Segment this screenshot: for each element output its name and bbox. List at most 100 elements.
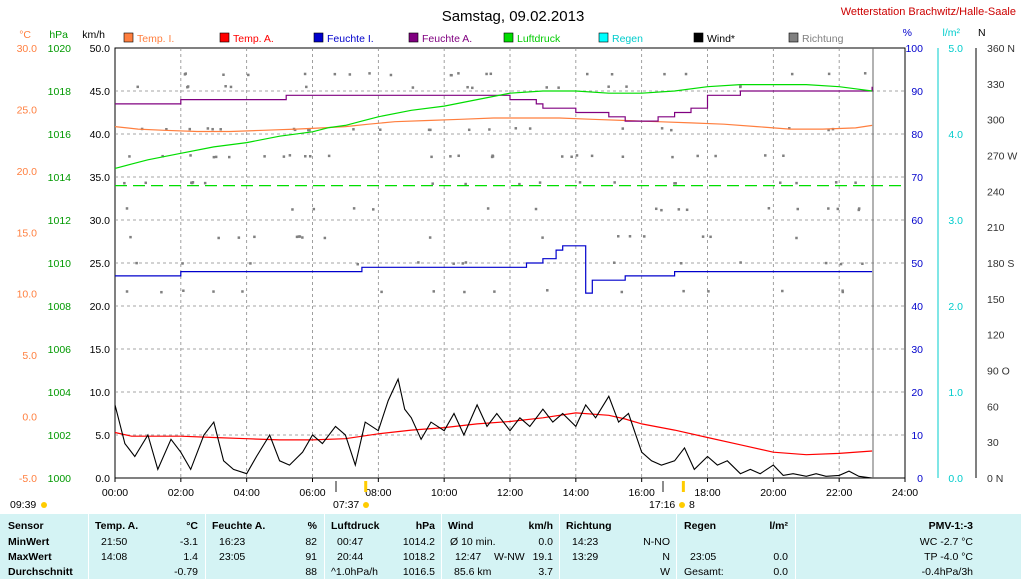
direction-point xyxy=(428,236,432,239)
station-name: Wetterstation Brachwitz/Halle-Saale xyxy=(841,6,1016,18)
direction-point xyxy=(701,235,705,238)
min-label: MinWert xyxy=(8,536,50,548)
direction-point xyxy=(411,86,415,89)
avg-label: Durchschnitt xyxy=(8,566,73,578)
legend-swatch xyxy=(598,32,609,43)
direction-point xyxy=(788,127,791,130)
direction-point xyxy=(857,207,861,210)
direction-point xyxy=(782,154,785,157)
direction-point xyxy=(545,86,548,89)
direction-point xyxy=(282,155,286,158)
legend-swatch xyxy=(219,32,230,43)
direction-point xyxy=(613,181,616,184)
tick-label: 240 xyxy=(987,186,1005,198)
x-tick-label: 20:00 xyxy=(760,487,786,499)
direction-point xyxy=(214,155,218,159)
direction-point xyxy=(356,262,359,266)
avg-press-trend: ^1.0hPa/h xyxy=(331,566,378,578)
direction-point xyxy=(796,207,800,211)
tick-label: 4.0 xyxy=(948,129,963,141)
direction-point xyxy=(389,73,393,77)
direction-point xyxy=(714,154,717,158)
direction-point xyxy=(165,127,168,131)
header-luftdruck: Luftdruck xyxy=(331,520,380,532)
direction-point xyxy=(464,261,468,264)
tick-label: 35.0 xyxy=(90,172,111,184)
tick-label: 90 xyxy=(911,86,923,98)
x-tick-label: 02:00 xyxy=(168,487,194,499)
max-dir-value: N xyxy=(662,551,670,563)
max-wind-time: 12:47 xyxy=(455,551,482,563)
tick-label: 210 xyxy=(987,222,1005,234)
direction-point xyxy=(485,72,488,76)
direction-point xyxy=(466,85,469,89)
series-luftdruck xyxy=(114,84,873,169)
series-feuchte-i xyxy=(115,245,873,294)
tick-label: 30 xyxy=(987,437,999,449)
direction-point xyxy=(263,155,266,158)
series-temp-a xyxy=(114,412,873,456)
direction-point xyxy=(682,289,685,293)
direction-point xyxy=(841,290,845,294)
header-temp-a-unit: °C xyxy=(186,520,198,532)
direction-point xyxy=(824,261,828,265)
direction-point xyxy=(190,181,193,184)
direction-point xyxy=(247,73,250,77)
header-luftdruck-unit: hPa xyxy=(415,520,435,532)
tick-label: 45.0 xyxy=(90,86,111,98)
direction-point xyxy=(839,262,843,266)
direction-point xyxy=(471,86,474,90)
direction-point xyxy=(643,235,646,238)
avg-wind-km: 85.6 km xyxy=(454,566,492,578)
day-length-label: 8 xyxy=(689,499,695,511)
direction-point xyxy=(449,73,453,77)
legend-swatch xyxy=(408,32,419,43)
unit-pressure: hPa xyxy=(49,29,68,41)
direction-point xyxy=(795,236,798,240)
header-sensor: Sensor xyxy=(8,520,44,532)
direction-point xyxy=(767,207,771,210)
header-regen-unit: l/m² xyxy=(769,520,788,532)
direction-point xyxy=(457,72,460,75)
direction-point xyxy=(538,181,542,184)
direction-point xyxy=(301,236,304,239)
direction-point xyxy=(625,85,628,88)
direction-point xyxy=(224,85,227,88)
x-tick-label: 12:00 xyxy=(497,487,523,499)
tick-label: 30.0 xyxy=(17,43,38,55)
direction-point xyxy=(237,236,241,239)
tick-label: 5.0 xyxy=(95,430,110,442)
direction-point xyxy=(685,208,689,212)
tick-label: 1008 xyxy=(48,301,72,313)
tick-label: 80 xyxy=(911,129,923,141)
sunrise-label: 07:37 xyxy=(333,499,359,511)
direction-point xyxy=(219,128,222,131)
direction-point xyxy=(827,128,830,132)
x-tick-label: 00:00 xyxy=(102,487,128,499)
direction-point xyxy=(491,155,495,158)
tick-label: 15.0 xyxy=(90,344,111,356)
direction-point xyxy=(161,154,164,158)
min-wind-value: 0.0 xyxy=(538,536,553,548)
legend-label: Feuchte A. xyxy=(422,33,472,45)
direction-point xyxy=(212,155,216,159)
x-tick-label: 14:00 xyxy=(563,487,589,499)
direction-point xyxy=(348,73,352,76)
header-pmv: PMV-1:-3 xyxy=(928,520,973,532)
direction-point xyxy=(323,236,327,240)
sunset-label: 17:16 xyxy=(649,499,675,511)
min-pmv: WC -2.7 °C xyxy=(919,536,973,548)
weather-chart: Samstag, 09.02.2013 Wetterstation Brachw… xyxy=(10,6,1017,511)
direction-point xyxy=(827,72,831,76)
direction-point xyxy=(227,155,231,159)
direction-point xyxy=(795,181,798,185)
direction-point xyxy=(217,236,220,240)
direction-point xyxy=(534,207,538,211)
direction-point xyxy=(628,235,632,238)
direction-point xyxy=(590,154,594,158)
tick-label: 1.0 xyxy=(948,387,963,399)
tick-label: 20 xyxy=(911,387,923,399)
tick-label: 100 xyxy=(905,43,923,55)
direction-point xyxy=(578,181,582,184)
direction-point xyxy=(861,262,864,266)
